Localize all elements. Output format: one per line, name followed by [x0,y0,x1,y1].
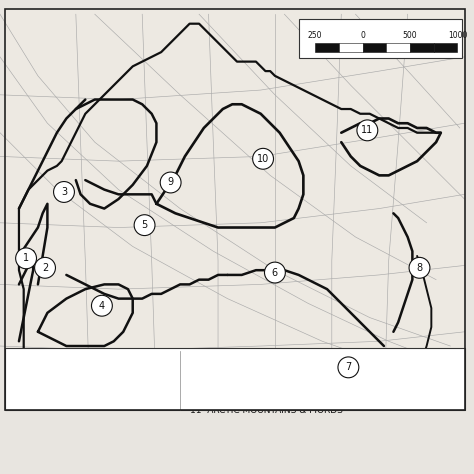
Bar [299,19,462,58]
Text: 2: 2 [42,263,48,273]
Text: 8   ATLANTIC: 8 ATLANTIC [190,369,247,378]
Text: 11  ARCTIC MOUNTAINS & FIORDS: 11 ARCTIC MOUNTAINS & FIORDS [190,406,343,415]
Text: ORTH BC MOUNTAINS: ORTH BC MOUNTAINS [9,369,112,378]
Text: 1: 1 [23,253,29,264]
Circle shape [160,172,181,193]
Circle shape [357,120,378,141]
Circle shape [16,248,36,269]
Bar [5,348,465,410]
Circle shape [264,262,285,283]
Circle shape [134,215,155,236]
Text: STERN FOREST: STERN FOREST [9,381,83,390]
Bar [315,43,339,52]
Text: 11: 11 [361,125,374,136]
Bar [5,9,465,410]
Bar [410,43,434,52]
Text: 9: 9 [168,177,173,188]
Circle shape [35,257,55,278]
Text: 4: 4 [99,301,105,311]
Circle shape [91,295,112,316]
Circle shape [338,357,359,378]
Circle shape [409,257,430,278]
Bar [363,43,386,52]
Text: 3: 3 [61,187,67,197]
Circle shape [253,148,273,169]
Text: 10  ARCTIC TUNDRA: 10 ARCTIC TUNDRA [190,393,280,402]
Text: MOUNTAINS: MOUNTAINS [9,356,69,365]
Text: 10: 10 [257,154,269,164]
Text: 8: 8 [417,263,422,273]
Text: 1000: 1000 [448,31,467,40]
Text: 500: 500 [403,31,417,40]
Text: 7: 7 [345,362,352,373]
Text: 250: 250 [308,31,322,40]
Text: 7   GREAT LAKES/ST LAWRENCE: 7 GREAT LAKES/ST LAWRENCE [190,356,332,365]
Circle shape [54,182,74,202]
Text: 6: 6 [272,267,278,278]
Bar [339,43,363,52]
Text: 5: 5 [141,220,148,230]
Bar [386,43,410,52]
Bar [5,9,465,410]
Text: 0: 0 [360,31,365,40]
Text: 9   MACKENZIE: 9 MACKENZIE [190,381,256,390]
Text: STERN FOREST: STERN FOREST [9,393,83,402]
Bar [434,43,457,52]
